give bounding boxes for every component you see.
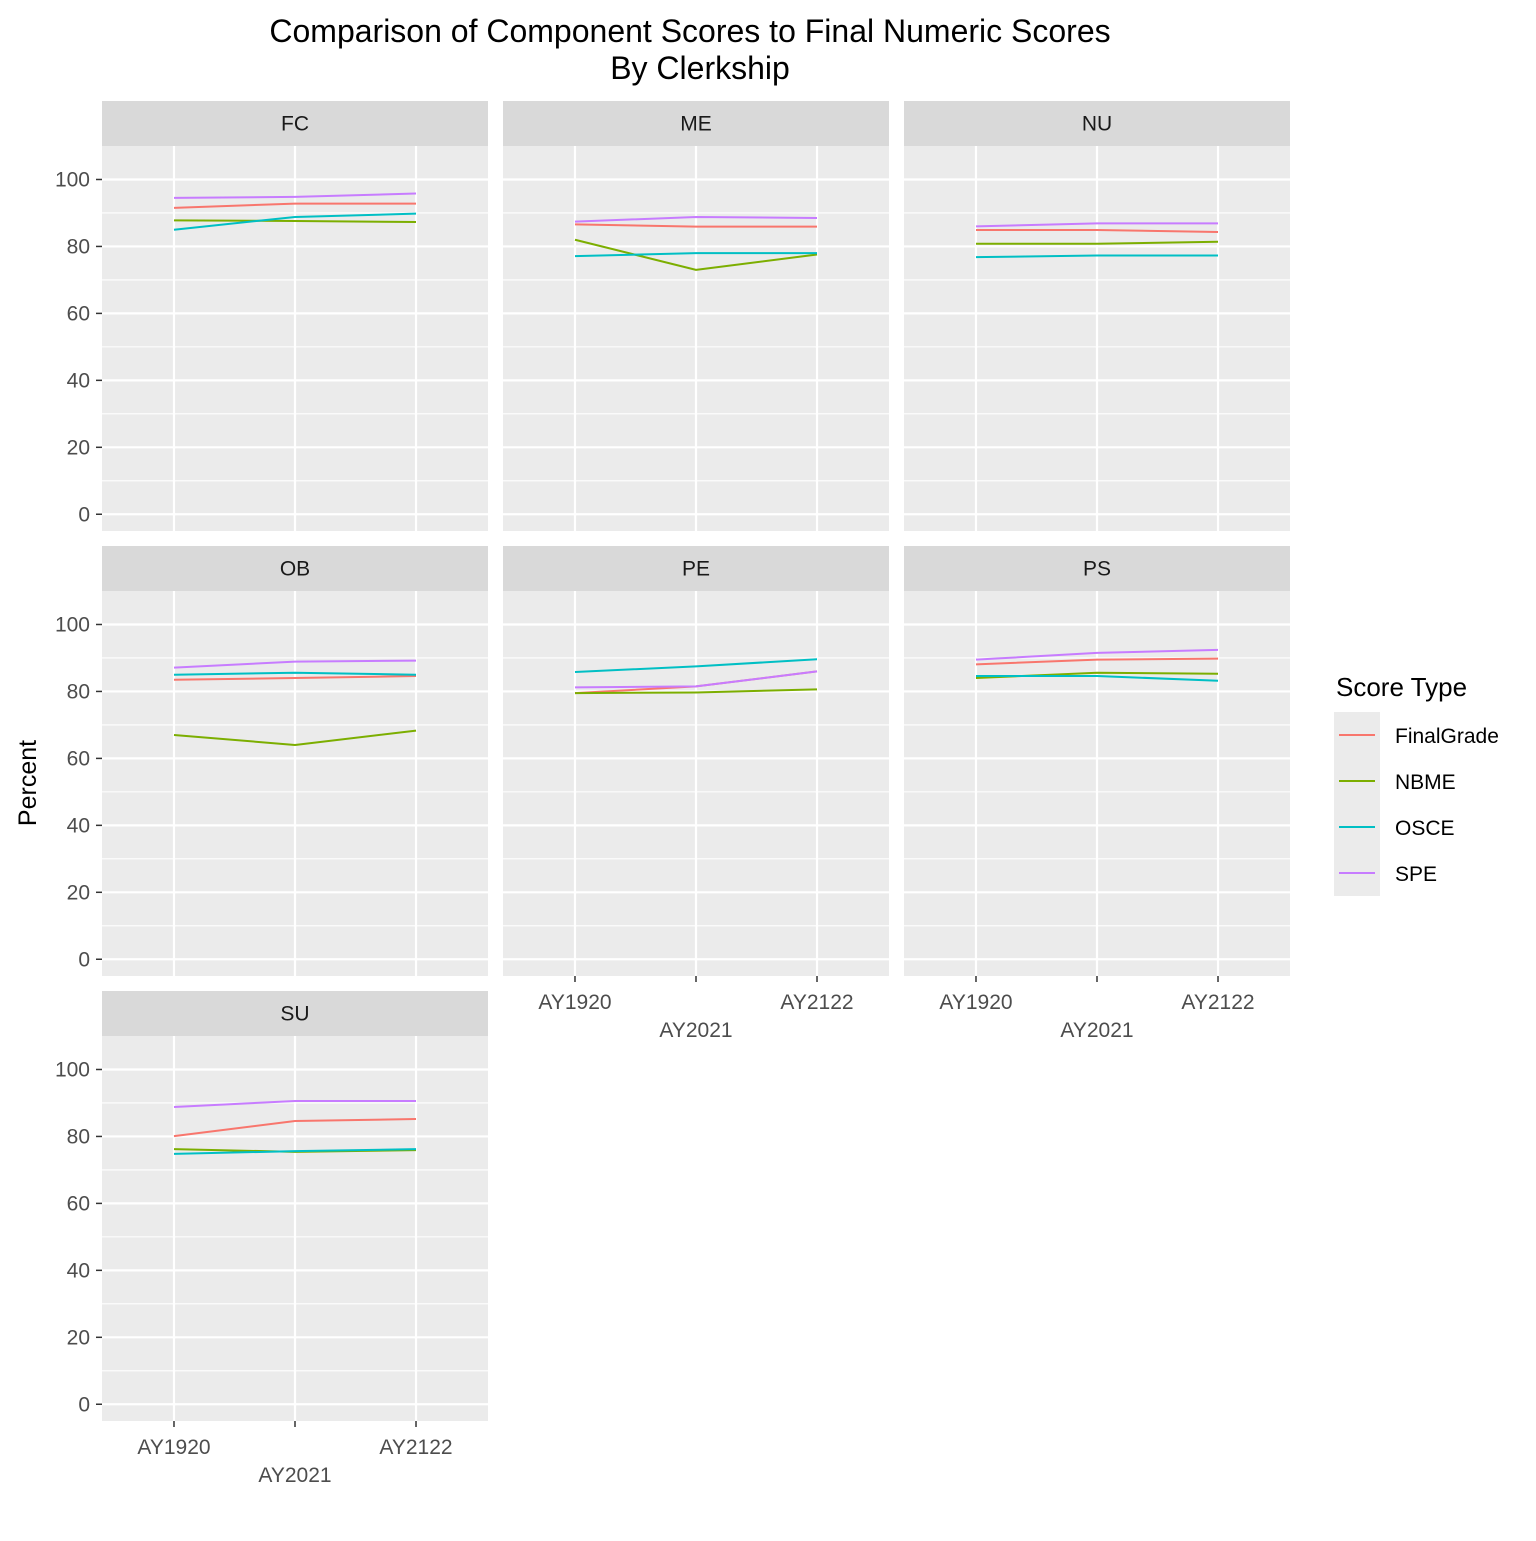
facet-strip <box>503 546 889 591</box>
series-line-nbme <box>173 219 417 223</box>
series-line-nbme <box>173 729 417 746</box>
y-tick-label: 100 <box>55 168 90 191</box>
facet-strip <box>102 546 488 591</box>
facet-strip-label: PS <box>1083 558 1111 581</box>
y-tick-label: 0 <box>78 948 90 971</box>
facet-panel-fc: FC 0 20 40 60 80 100 <box>55 101 488 531</box>
facet-strip-label: PE <box>682 558 710 581</box>
facet-strip <box>904 546 1290 591</box>
x-tick-label: AY1920 <box>538 991 611 1014</box>
series-line-finalgrade <box>173 675 417 681</box>
legend: Score Type FinalGrade NBME OSCE SPE <box>1334 672 1499 896</box>
chart-subtitle: By Clerkship <box>610 50 790 86</box>
series-line-nbme <box>574 688 818 695</box>
facet-panel-su: SU 0 20 40 60 80 100 AY1920 AY2021 AY2122 <box>55 991 488 1487</box>
facet-strip-label: OB <box>280 558 310 581</box>
facet-strip <box>102 991 488 1036</box>
y-tick-label: 80 <box>67 680 90 703</box>
x-tick-label: AY2021 <box>659 1019 732 1042</box>
series-line-osce <box>574 252 818 258</box>
chart-title: Comparison of Component Scores to Final … <box>269 13 1110 49</box>
y-tick-label: 40 <box>67 814 90 837</box>
series-line-osce <box>173 212 417 231</box>
series-line-nbme <box>975 240 1219 245</box>
y-tick-label: 80 <box>67 235 90 258</box>
x-tick-label: AY2122 <box>379 1436 452 1459</box>
facet-panel-pe: PE AY1920 AY2021 AY2122 <box>503 546 889 1042</box>
y-tick-label: 100 <box>55 1058 90 1081</box>
facet-strip-label: FC <box>281 113 309 136</box>
y-tick-label: 60 <box>67 747 90 770</box>
series-line-spe <box>975 222 1219 228</box>
x-tick-label: AY2021 <box>1060 1019 1133 1042</box>
x-tick-label: AY2021 <box>258 1464 331 1487</box>
facet-strip-label: SU <box>280 1003 309 1026</box>
legend-label-osce: OSCE <box>1395 817 1455 840</box>
facet-strip-label: ME <box>680 113 712 136</box>
y-tick-label: 0 <box>78 1393 90 1416</box>
facet-panel-nu: NU <box>904 101 1290 531</box>
series-line-osce <box>173 671 417 676</box>
series-line-finalgrade <box>173 202 417 209</box>
y-tick-label: 20 <box>67 436 90 459</box>
series-line-finalgrade <box>975 657 1219 666</box>
series-line-finalgrade <box>975 229 1219 234</box>
series-line-spe <box>173 659 417 669</box>
y-tick-label: 0 <box>78 503 90 526</box>
facet-strip-label: NU <box>1082 113 1112 136</box>
facet-strip <box>503 101 889 146</box>
legend-label-spe: SPE <box>1395 863 1437 886</box>
series-line-finalgrade <box>574 223 818 228</box>
facet-panel-ob: OB 0 20 40 60 80 100 <box>55 546 488 976</box>
series-line-spe <box>574 670 818 689</box>
series-line-nbme <box>574 238 818 271</box>
y-tick-label: 80 <box>67 1125 90 1148</box>
y-tick-label: 20 <box>67 881 90 904</box>
series-line-spe <box>574 215 818 223</box>
x-tick-label: AY2122 <box>1181 991 1254 1014</box>
x-tick-label: AY2122 <box>780 991 853 1014</box>
facet-strip <box>102 101 488 146</box>
x-tick-label: AY1920 <box>939 991 1012 1014</box>
series-line-spe <box>173 192 417 199</box>
facet-strip <box>904 101 1290 146</box>
facet-panel-me: ME <box>503 101 889 531</box>
y-tick-label: 60 <box>67 302 90 325</box>
series-line-finalgrade <box>173 1118 417 1138</box>
series-line-spe <box>173 1099 417 1108</box>
series-line-osce <box>975 254 1219 259</box>
y-axis-title: Percent <box>14 740 42 826</box>
legend-label-nbme: NBME <box>1395 771 1456 794</box>
series-line-osce <box>173 1148 417 1155</box>
y-tick-label: 40 <box>67 1259 90 1282</box>
series-line-spe <box>975 648 1219 661</box>
legend-title: Score Type <box>1336 672 1467 702</box>
series-line-osce <box>975 675 1219 682</box>
x-tick-label: AY1920 <box>137 1436 210 1459</box>
series-line-osce <box>574 658 818 674</box>
y-tick-label: 40 <box>67 369 90 392</box>
y-tick-label: 20 <box>67 1326 90 1349</box>
y-tick-label: 60 <box>67 1192 90 1215</box>
legend-label-finalgrade: FinalGrade <box>1395 725 1499 748</box>
facet-panels: FC 0 20 40 60 80 100 ME NU OB 0 20 40 60 80 100 PE AY1920… <box>55 101 1290 1487</box>
y-tick-label: 100 <box>55 613 90 636</box>
facet-panel-ps: PS AY1920 AY2021 AY2122 <box>904 546 1290 1042</box>
